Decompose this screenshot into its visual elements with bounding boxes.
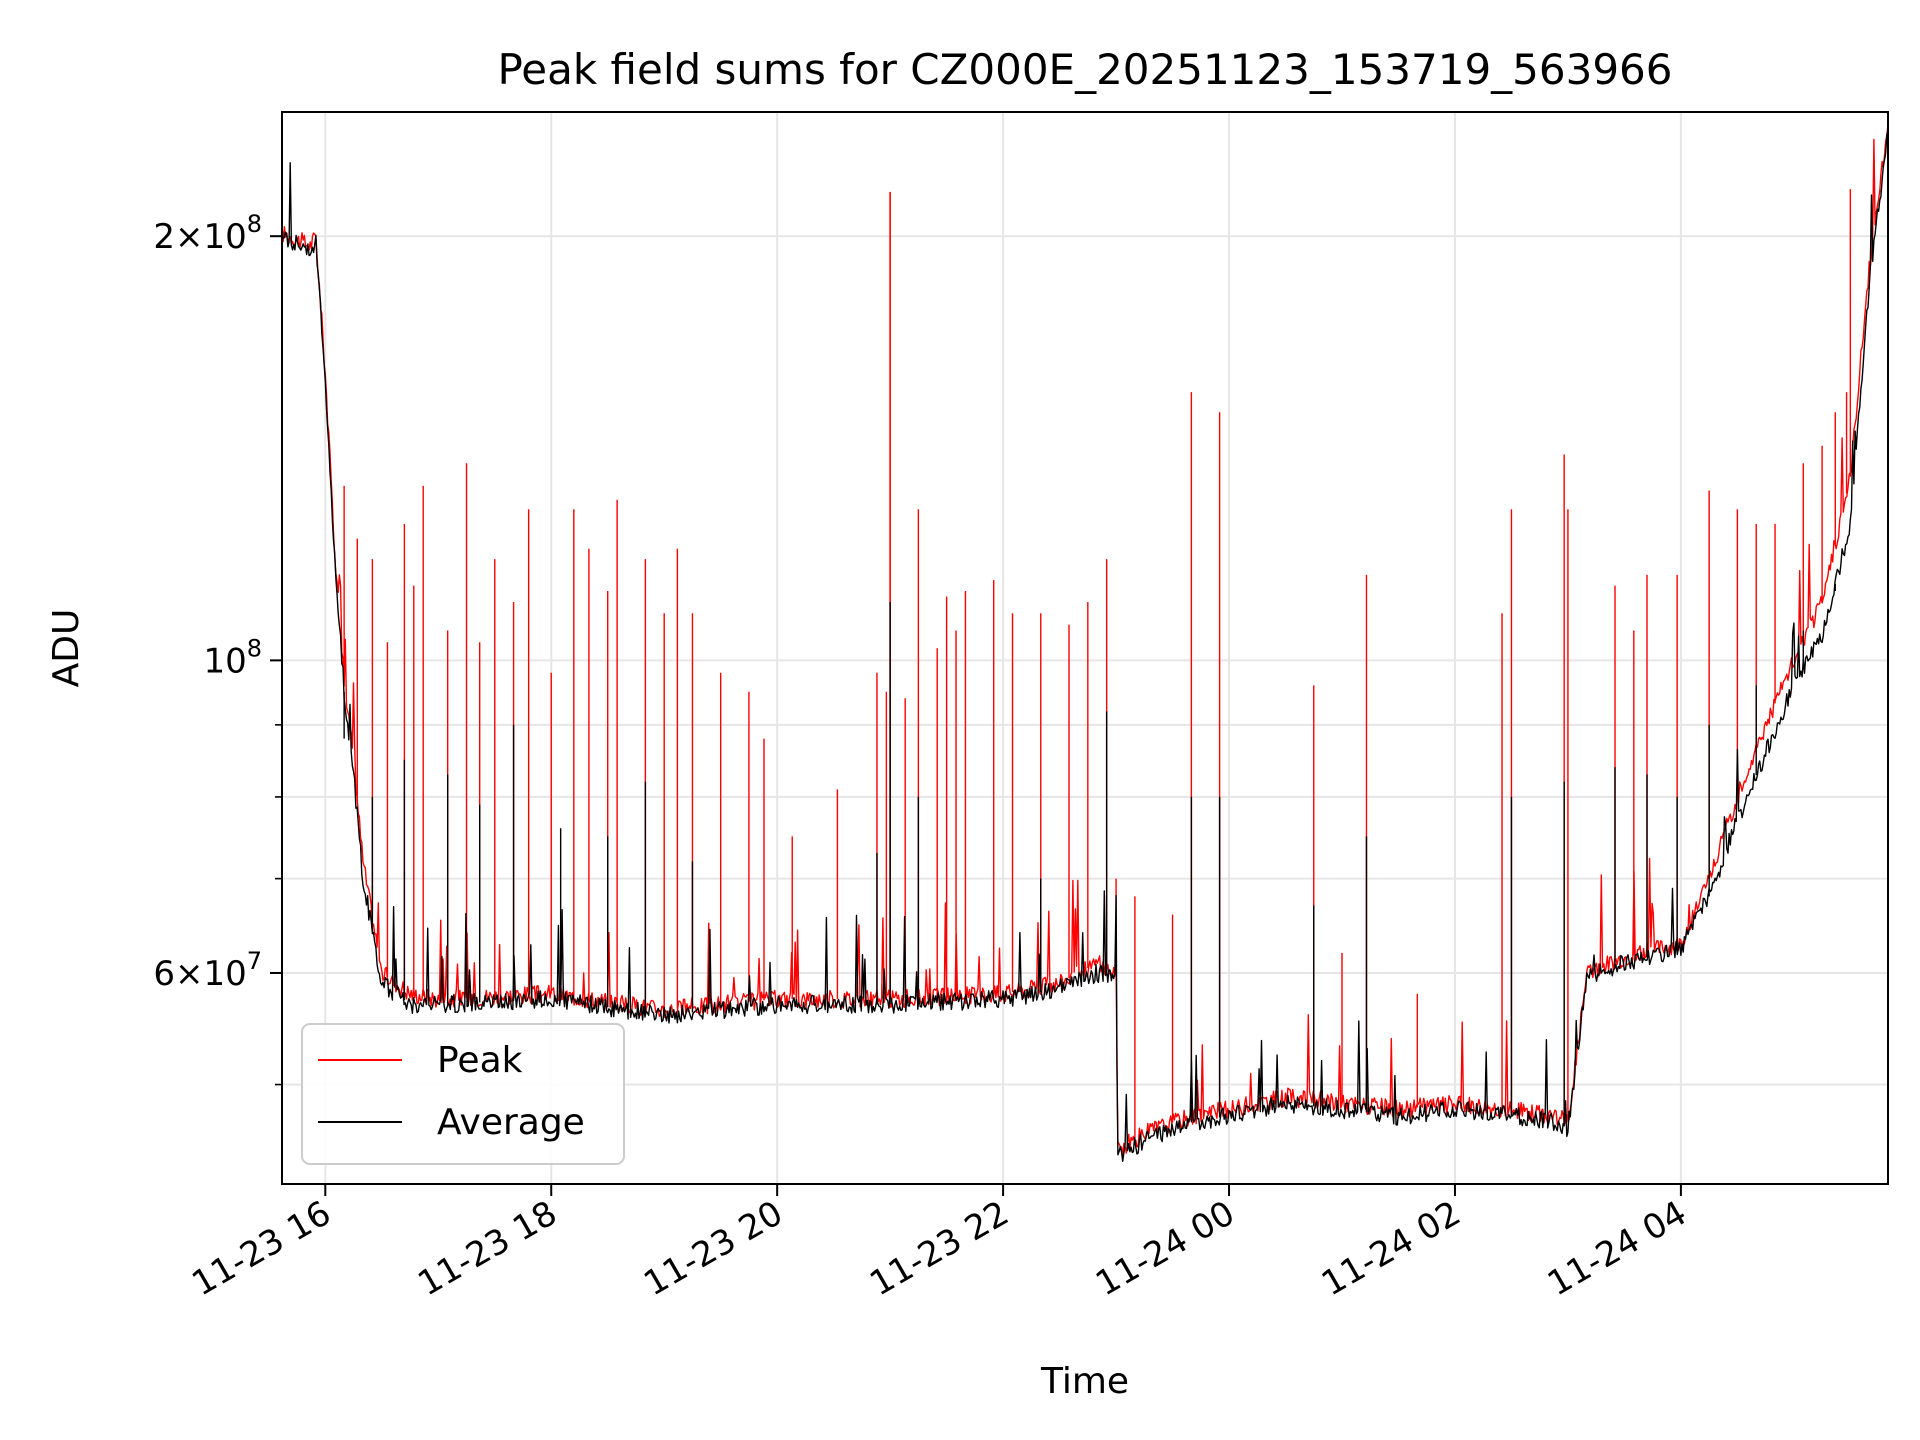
plot-frame xyxy=(281,111,1889,1185)
y-tick-label: 2×108 xyxy=(153,210,262,257)
x-axis-label: Time xyxy=(1040,1361,1129,1402)
y-tick-label: 108 xyxy=(203,634,262,681)
legend-peak-label: Peak xyxy=(437,1040,523,1081)
series-average xyxy=(281,129,1889,1162)
chart-title: Peak field sums for CZ000E_20251123_1537… xyxy=(497,45,1672,94)
series-line xyxy=(281,129,1889,1162)
legend: Peak Average xyxy=(301,1023,625,1165)
series-layer xyxy=(281,124,1889,1162)
y-tick-label: 6×107 xyxy=(153,947,262,994)
legend-average-label: Average xyxy=(437,1102,585,1143)
y-axis-label: ADU xyxy=(46,609,87,688)
